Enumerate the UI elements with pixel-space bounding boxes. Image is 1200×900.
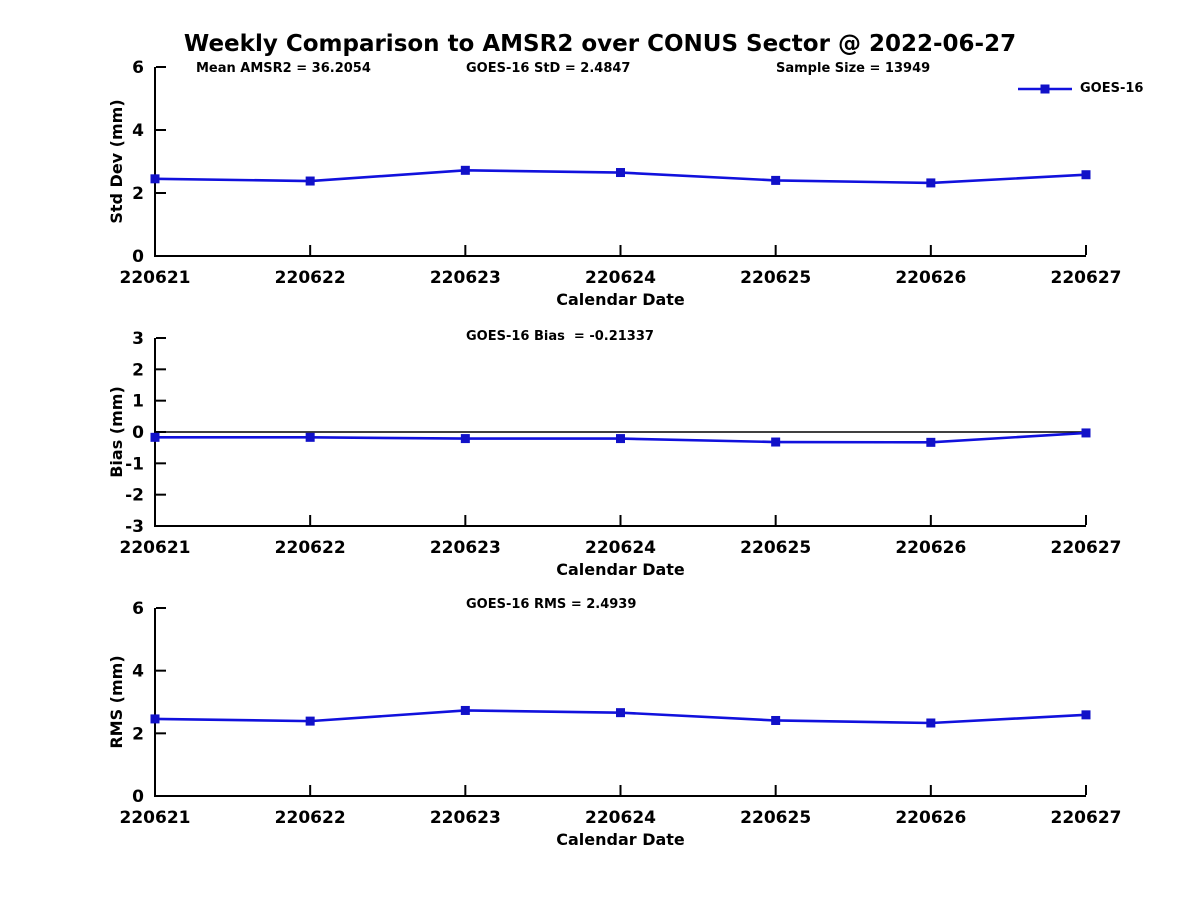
- data-point-marker: [150, 714, 160, 724]
- x-tick-label: 220626: [895, 538, 966, 558]
- y-tick-label: -1: [125, 454, 144, 474]
- bias-plot: -3 -2 -1 0 1 2 3 220621 220622 220623 220624 220625…: [107, 329, 1122, 579]
- data-point-marker: [460, 705, 470, 715]
- x-axis-label: Calendar Date: [556, 560, 685, 579]
- x-tick-label: 220624: [585, 268, 656, 288]
- rms-plot: 0 2 4 6 220621 220622 220623 220624 220625 220626…: [107, 599, 1122, 849]
- data-point-marker: [1081, 428, 1091, 438]
- x-tick-label: 220621: [120, 808, 191, 828]
- y-tick-label: 2: [132, 724, 144, 744]
- y-tick-label: 6: [132, 599, 144, 619]
- y-tick-label: 0: [132, 247, 144, 267]
- data-point-marker: [305, 716, 315, 726]
- x-tick-label: 220621: [120, 268, 191, 288]
- x-axis-label: Calendar Date: [556, 830, 685, 849]
- x-tick-label: 220625: [740, 268, 811, 288]
- y-tick-label: 2: [132, 360, 144, 380]
- data-point-marker: [150, 432, 160, 442]
- data-point-marker: [305, 176, 315, 186]
- data-point-marker: [616, 168, 625, 178]
- data-point-marker: [771, 175, 781, 185]
- data-point-marker: [150, 174, 160, 184]
- x-tick-label: 220626: [895, 268, 966, 288]
- data-point-marker: [460, 165, 470, 175]
- y-tick-label: 1: [132, 392, 144, 412]
- data-point-marker: [1081, 170, 1091, 180]
- stat-sample-size: Sample Size = 13949: [776, 61, 931, 76]
- data-point-marker: [616, 708, 625, 718]
- x-axis-label: Calendar Date: [556, 290, 685, 309]
- x-tick-label: 220625: [740, 808, 811, 828]
- axes: [154, 608, 1086, 797]
- x-tick-label: 220627: [1051, 268, 1122, 288]
- x-tick-label: 220626: [895, 808, 966, 828]
- data-point-marker: [771, 437, 781, 447]
- y-tick-label: 3: [132, 329, 144, 349]
- stat-goes16-std: GOES-16 StD = 2.4847: [466, 61, 631, 76]
- y-axis-label: Bias (mm): [107, 386, 126, 478]
- x-tick-label: 220627: [1051, 538, 1122, 558]
- data-point-marker: [460, 434, 470, 444]
- x-tick-label: 220622: [275, 538, 346, 558]
- legend-line-marker-icon: [1018, 84, 1072, 94]
- data-point-marker: [926, 437, 936, 447]
- data-point-marker: [926, 178, 936, 188]
- axes: [154, 67, 1086, 257]
- x-tick-label: 220623: [430, 538, 501, 558]
- x-tick-label: 220624: [585, 808, 656, 828]
- legend-label: GOES-16: [1080, 81, 1144, 96]
- x-tick-label: 220623: [430, 268, 501, 288]
- y-tick-label: 6: [132, 58, 144, 78]
- x-tick-label: 220625: [740, 538, 811, 558]
- y-tick-label: 4: [132, 662, 144, 682]
- x-tick-label: 220623: [430, 808, 501, 828]
- y-tick-label: 2: [132, 184, 144, 204]
- data-point-marker: [616, 434, 625, 444]
- y-tick-label: 4: [132, 121, 144, 141]
- data-point-marker: [771, 715, 781, 725]
- x-tick-label: 220622: [275, 808, 346, 828]
- x-tick-label: 220627: [1051, 808, 1122, 828]
- y-tick-label: -3: [125, 517, 144, 537]
- legend: GOES-16: [1018, 82, 1143, 96]
- figure-title: Weekly Comparison to AMSR2 over CONUS Se…: [183, 31, 1017, 57]
- data-point-marker: [926, 718, 936, 728]
- y-axis-label: Std Dev (mm): [107, 99, 126, 223]
- bias-subtitle: GOES-16 Bias = -0.21337: [466, 329, 654, 344]
- x-tick-label: 220624: [585, 538, 656, 558]
- y-tick-label: 0: [132, 423, 144, 443]
- stat-mean-amsr2: Mean AMSR2 = 36.2054: [196, 61, 371, 76]
- y-tick-label: 0: [132, 787, 144, 807]
- axes: [154, 338, 1086, 527]
- stddev-plot: 0 2 4 6 220621 220622 220623 220624 220625 220626…: [107, 58, 1122, 309]
- data-point-marker: [1081, 710, 1091, 720]
- x-tick-label: 220621: [120, 538, 191, 558]
- rms-subtitle: GOES-16 RMS = 2.4939: [466, 597, 637, 612]
- x-tick-label: 220622: [275, 268, 346, 288]
- y-axis-label: RMS (mm): [107, 655, 126, 748]
- y-tick-label: -2: [125, 486, 144, 506]
- data-point-marker: [305, 432, 315, 442]
